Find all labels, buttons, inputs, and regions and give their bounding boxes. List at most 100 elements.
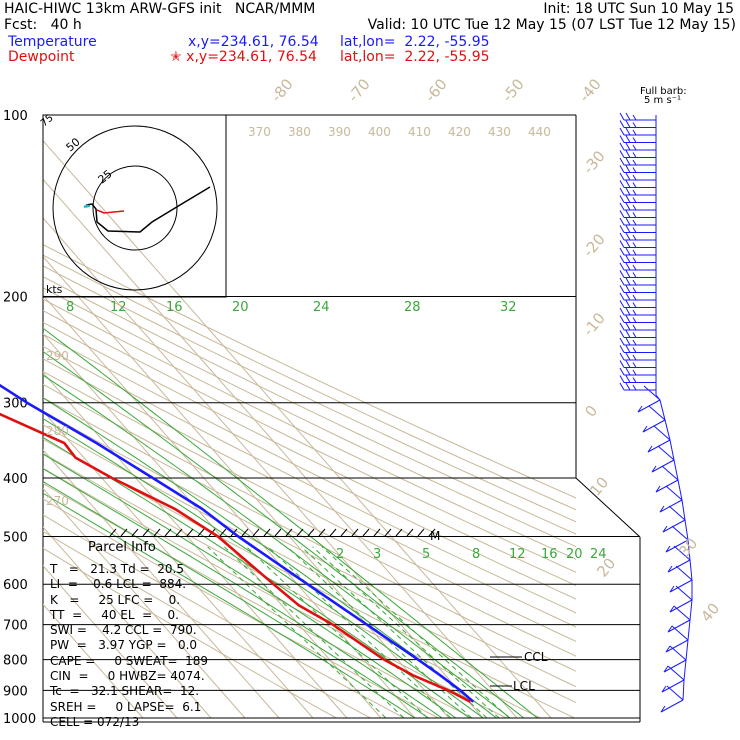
- isotherm-line: [43, 526, 212, 719]
- theta-label: 270: [46, 494, 69, 508]
- mixing-ratio-label: 24: [313, 300, 330, 315]
- freezing-hatch: [252, 528, 260, 537]
- wind-barb: [642, 405, 666, 433]
- isotherm-line: [43, 410, 314, 719]
- freezing-hatch: [307, 528, 315, 537]
- parcel-info-row: Tc = 32.1 SHEAR= 12.: [50, 684, 200, 699]
- isotherm-line: [43, 371, 348, 719]
- barb-staff: [677, 479, 683, 501]
- barb-staff: [683, 659, 687, 681]
- header-init: Init: 18 UTC Sun 10 May 15: [543, 1, 734, 17]
- dry-adiabat-line: [43, 530, 371, 719]
- barb-staff: [687, 539, 691, 561]
- isotherm-label: -70: [344, 75, 374, 105]
- wind-barb: [619, 307, 656, 316]
- mixing-ratio-label: 28: [404, 300, 421, 315]
- barb-staff: [684, 519, 689, 541]
- mixing-ratio-label: 16: [166, 300, 183, 315]
- theta-label: 440: [528, 125, 551, 139]
- freezing-hatch: [428, 528, 436, 537]
- barb-staff: [689, 599, 693, 621]
- pressure-tick-label: 400: [3, 472, 28, 487]
- dewpoint-xy: ✭ x,y=234.61, 76.54: [170, 49, 317, 65]
- barb-staff: [687, 619, 691, 641]
- freezing-hatch: [263, 528, 271, 537]
- temperature-profile: [0, 383, 475, 703]
- barb-staff: [681, 499, 686, 521]
- wind-barb: [619, 315, 656, 323]
- wind-barb: [659, 485, 683, 513]
- freezing-hatch: [395, 528, 403, 537]
- barb-staff: [659, 399, 666, 421]
- mixing-ratio-label: 32: [500, 300, 517, 315]
- freezing-hatch: [362, 528, 370, 537]
- wind-barb: [619, 135, 656, 143]
- wind-barb: [647, 425, 671, 453]
- wind-barb: [619, 285, 656, 293]
- freezing-hatch: [175, 528, 183, 537]
- wind-barb: [663, 645, 687, 673]
- freezing-hatch: [340, 528, 348, 537]
- dry-adiabat-line: [43, 287, 576, 548]
- dry-adiabat-line: [43, 498, 439, 719]
- dewpoint-legend: Dewpoint: [8, 49, 75, 65]
- wind-barb: [619, 345, 656, 353]
- theta-label: 280: [46, 424, 69, 438]
- mixing-ratio-label: 3: [373, 547, 381, 562]
- wind-barb: [619, 360, 656, 368]
- freezing-hatch: [329, 528, 337, 537]
- mixing-ratio-label: 2: [336, 547, 344, 562]
- wind-barb: [619, 240, 656, 248]
- wind-barb: [619, 292, 656, 301]
- isotherm-label: 40: [697, 599, 723, 625]
- dry-adiabat-line: [43, 467, 507, 719]
- parcel-info-row: T = 21.3 Td = 20.5: [50, 562, 184, 576]
- parcel-info-title: Parcel Info: [88, 540, 156, 555]
- pressure-tick-label: 900: [3, 684, 28, 699]
- freezing-hatch: [406, 528, 414, 537]
- wind-barb: [661, 665, 685, 693]
- isotherm-line: [43, 255, 450, 719]
- wind-barb: [619, 210, 656, 218]
- isotherm-line: [43, 603, 144, 719]
- header-title: HAIC-HIWC 13km ARW-GFS init NCAR/MMM: [4, 1, 316, 17]
- isotherm-line: [43, 487, 246, 719]
- pressure-tick-label: 500: [3, 530, 28, 545]
- freezing-hatch: [186, 528, 194, 537]
- dry-adiabat-line: [43, 298, 576, 560]
- wind-barb: [669, 565, 693, 593]
- isotherm-label: -10: [579, 309, 609, 339]
- hodograph-trace-sfc: [83, 204, 91, 208]
- barb-staff: [689, 559, 693, 581]
- temperature-xy: x,y=234.61, 76.54: [188, 34, 319, 50]
- temperature-legend: Temperature: [8, 34, 97, 50]
- freezing-hatch: [131, 528, 139, 537]
- parcel-info-row: CELL = 072/13: [50, 714, 140, 729]
- dewpoint-profile: [0, 412, 472, 703]
- lcl-label: LCL: [513, 679, 535, 693]
- dry-adiabat-line: [43, 244, 576, 499]
- mixing-ratio-label: 5: [422, 547, 430, 562]
- wind-barb: [619, 195, 656, 203]
- isotherm-label: -60: [421, 75, 451, 105]
- freezing-hatch: [164, 528, 172, 537]
- pressure-tick-label: 100: [3, 109, 28, 124]
- wind-barb: [619, 367, 656, 376]
- parcel-info-row: TT = 40 EL = 0.: [50, 607, 179, 622]
- dry-adiabat-line: [43, 333, 576, 600]
- dewpoint-latlon: lat,lon= 2.22, -55.95: [340, 49, 490, 65]
- mixing-ratio-line: [207, 546, 387, 719]
- hodograph-unit: kts: [46, 283, 63, 296]
- dry-adiabat-line: [43, 265, 576, 523]
- parcel-info-row: LI = 0.6 LCL = 884.: [50, 577, 187, 592]
- hodograph-ring-25: 25: [96, 167, 115, 186]
- pressure-tick-label: 1000: [3, 712, 36, 727]
- wind-barb: [662, 505, 686, 533]
- theta-label: 370: [248, 125, 271, 139]
- wind-barb: [665, 525, 689, 553]
- isotherm-line: [43, 333, 382, 719]
- wind-barb: [619, 300, 656, 308]
- parcel-info-table: T = 21.3 Td = 20.5 LI = 0.6 LCL = 884. K =…: [50, 562, 208, 730]
- mixing-ratio-label: 12: [110, 300, 127, 315]
